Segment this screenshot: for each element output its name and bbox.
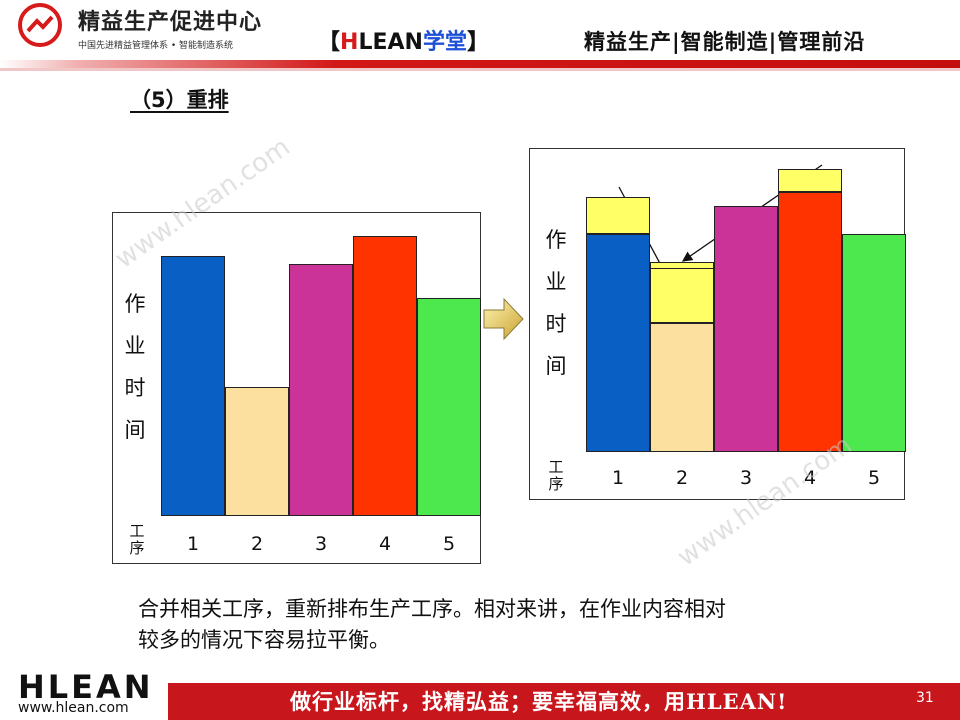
y-axis-label-char: 业 <box>545 270 567 294</box>
x-axis-label-char: 工 <box>129 522 145 540</box>
x-axis-label: 工 序 <box>547 459 565 493</box>
footer-slogan: 做行业标杆，找精弘益；要幸福高效，用HLEAN! <box>290 689 788 714</box>
x-tick-label: 1 <box>186 533 200 555</box>
x-axis-label-char: 序 <box>129 539 145 557</box>
bar-added-1 <box>586 197 650 234</box>
bar-process-3 <box>714 205 778 452</box>
footer-bar <box>168 683 960 720</box>
x-axis-label: 工 序 <box>128 523 146 557</box>
footer-logo: HLEAN <box>18 668 154 706</box>
x-tick-label: 2 <box>250 533 264 555</box>
y-axis-label-char: 时 <box>545 312 567 336</box>
bar-process-5 <box>417 297 481 516</box>
y-axis-label-char: 作 <box>545 228 567 252</box>
footer-url[interactable]: www.hlean.com <box>18 700 129 716</box>
logo-circle-icon <box>18 3 62 47</box>
x-axis-label-char: 序 <box>548 475 564 493</box>
bar-process-4 <box>778 191 842 452</box>
header-divider <box>0 60 960 68</box>
y-axis-label: 作 业 时 间 <box>544 219 568 387</box>
x-axis-label-char: 工 <box>548 458 564 476</box>
bar-process-1 <box>161 255 225 516</box>
added-segment-divider <box>650 268 714 269</box>
page-number: 31 <box>916 690 934 706</box>
bar-added-2 <box>650 261 714 324</box>
x-tick-label: 3 <box>314 533 328 555</box>
section-title: （5）重排 <box>130 88 229 112</box>
bar-process-4 <box>353 236 417 516</box>
logo-subtitle: 中国先进精益管理体系 • 智能制造系统 <box>78 41 234 51</box>
x-tick-label: 4 <box>378 533 392 555</box>
y-axis-label-char: 业 <box>124 334 146 358</box>
logo-title: 精益生产促进中心 <box>78 10 263 35</box>
bar-process-2 <box>225 387 289 516</box>
brand-title: 【HLEAN学堂】 <box>318 30 489 55</box>
header-divider-shadow <box>0 68 960 71</box>
transition-arrow-icon <box>483 297 524 341</box>
caption-line-1: 合并相关工序，重新排布生产工序。相对来讲，在作业内容相对 <box>138 597 726 621</box>
x-tick-label: 5 <box>867 467 881 489</box>
bar-process-5 <box>842 233 906 452</box>
x-tick-label: 1 <box>611 467 625 489</box>
caption: 合并相关工序，重新排布生产工序。相对来讲，在作业内容相对 较多的情况下容易拉平衡… <box>138 594 898 656</box>
y-axis-label-char: 间 <box>124 418 146 442</box>
chart-before: 作 业 时 间 工 序 1 2 3 4 5 <box>112 212 481 564</box>
bar-process-1 <box>586 233 650 452</box>
x-tick-label: 2 <box>675 467 689 489</box>
chart-after: 作 业 时 间 工 序 1 2 3 4 5 <box>529 148 906 500</box>
y-axis-label-char: 时 <box>124 376 146 400</box>
x-tick-label: 3 <box>739 467 753 489</box>
x-tick-label: 5 <box>442 533 456 555</box>
bar-process-2 <box>650 323 714 452</box>
bar-added-4 <box>778 169 842 192</box>
header-slogan: 精益生产|智能制造|管理前沿 <box>584 30 866 54</box>
caption-line-2: 较多的情况下容易拉平衡。 <box>138 628 390 652</box>
y-axis-label: 作 业 时 间 <box>123 283 147 451</box>
bar-process-3 <box>289 264 353 516</box>
x-tick-label: 4 <box>803 467 817 489</box>
y-axis-label-char: 作 <box>124 292 146 316</box>
y-axis-label-char: 间 <box>545 354 567 378</box>
